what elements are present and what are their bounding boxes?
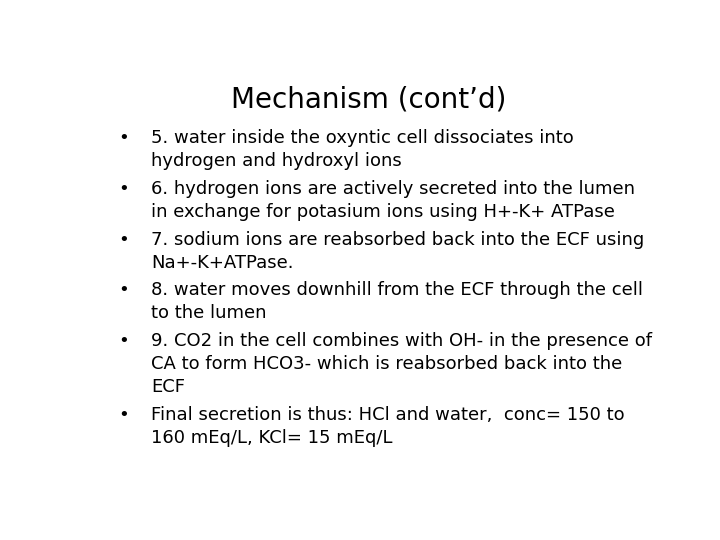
Text: •: • bbox=[118, 281, 129, 300]
Text: 7. sodium ions are reabsorbed back into the ECF using: 7. sodium ions are reabsorbed back into … bbox=[151, 231, 644, 249]
Text: 6. hydrogen ions are actively secreted into the lumen: 6. hydrogen ions are actively secreted i… bbox=[151, 180, 635, 198]
Text: ECF: ECF bbox=[151, 378, 185, 396]
Text: in exchange for potasium ions using H+-K+ ATPase: in exchange for potasium ions using H+-K… bbox=[151, 203, 616, 221]
Text: Mechanism (cont’d): Mechanism (cont’d) bbox=[231, 85, 507, 113]
Text: •: • bbox=[118, 231, 129, 249]
Text: 5. water inside the oxyntic cell dissociates into: 5. water inside the oxyntic cell dissoci… bbox=[151, 129, 574, 147]
Text: •: • bbox=[118, 180, 129, 198]
Text: 160 mEq/L, KCl= 15 mEq/L: 160 mEq/L, KCl= 15 mEq/L bbox=[151, 429, 393, 447]
Text: Final secretion is thus: HCl and water,  conc= 150 to: Final secretion is thus: HCl and water, … bbox=[151, 406, 625, 424]
Text: to the lumen: to the lumen bbox=[151, 305, 267, 322]
Text: 9. CO2 in the cell combines with OH- in the presence of: 9. CO2 in the cell combines with OH- in … bbox=[151, 332, 652, 350]
Text: hydrogen and hydroxyl ions: hydrogen and hydroxyl ions bbox=[151, 152, 402, 170]
Text: •: • bbox=[118, 332, 129, 350]
Text: Na+-K+ATPase.: Na+-K+ATPase. bbox=[151, 254, 294, 272]
Text: •: • bbox=[118, 129, 129, 147]
Text: •: • bbox=[118, 406, 129, 424]
Text: CA to form HCO3- which is reabsorbed back into the: CA to form HCO3- which is reabsorbed bac… bbox=[151, 355, 623, 373]
Text: 8. water moves downhill from the ECF through the cell: 8. water moves downhill from the ECF thr… bbox=[151, 281, 644, 300]
